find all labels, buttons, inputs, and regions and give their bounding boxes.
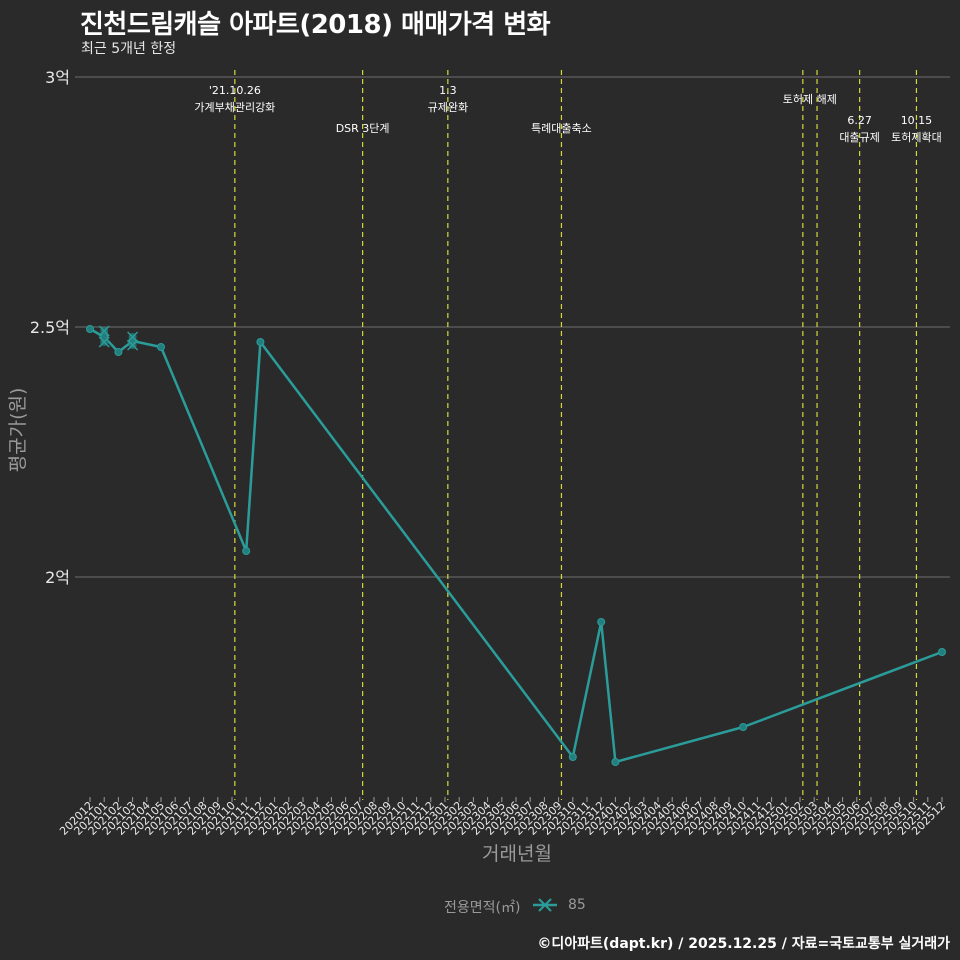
event-label: 특례대출축소	[531, 122, 592, 135]
y-axis-ticks: 2억 2.5억 3억	[30, 68, 70, 587]
y-tick-label: 2억	[45, 568, 70, 587]
event-date: 6.27	[847, 114, 872, 127]
data-point	[739, 723, 748, 731]
series-line	[89, 327, 943, 764]
event-date: 10.15	[901, 114, 933, 127]
trade-marker-x	[127, 339, 139, 351]
legend-key-icon	[533, 898, 557, 912]
data-point	[611, 758, 620, 766]
data-point	[86, 325, 94, 333]
data-point	[242, 547, 251, 555]
event-date: 1.3	[439, 84, 457, 97]
trade-marker-x	[98, 325, 110, 337]
data-point	[938, 648, 946, 656]
x-axis-ticks: 2020122021012021022021032021042021052021…	[57, 797, 948, 838]
y-gridlines	[75, 76, 950, 578]
data-point	[597, 618, 606, 626]
y-tick-label: 3억	[45, 68, 70, 87]
event-label: 토허제확대	[891, 131, 942, 144]
y-axis-title: 평균가(원)	[7, 388, 29, 473]
trade-marker-x	[98, 336, 110, 348]
event-label: DSR 3단계	[336, 122, 390, 135]
chart-title: 진천드림캐슬 아파트(2018) 매매가격 변화	[80, 10, 551, 40]
y-tick-label: 2.5억	[30, 318, 70, 337]
data-point	[157, 343, 165, 351]
data-point	[256, 338, 265, 346]
trade-marker-x	[127, 331, 139, 343]
event-label: 가계부채관리강화	[194, 101, 275, 114]
chart-subtitle: 최근 5개년 한정	[81, 41, 177, 57]
event-label: 규제완화	[428, 101, 468, 114]
event-date: '21.10.26	[209, 84, 261, 97]
data-point	[114, 348, 123, 356]
event-label: 토허제 해제	[783, 92, 837, 106]
event-label: 대출규제	[839, 131, 879, 144]
footer-credit: ©디아파트(dapt.kr) / 2025.12.25 / 자료=국토교통부 실…	[537, 936, 950, 952]
legend-entry-85: 85	[568, 897, 586, 913]
legend-title: 전용면적(㎡)	[444, 900, 521, 916]
series-85	[86, 325, 946, 766]
data-point	[568, 753, 577, 761]
x-axis-title: 거래년월	[482, 843, 552, 865]
